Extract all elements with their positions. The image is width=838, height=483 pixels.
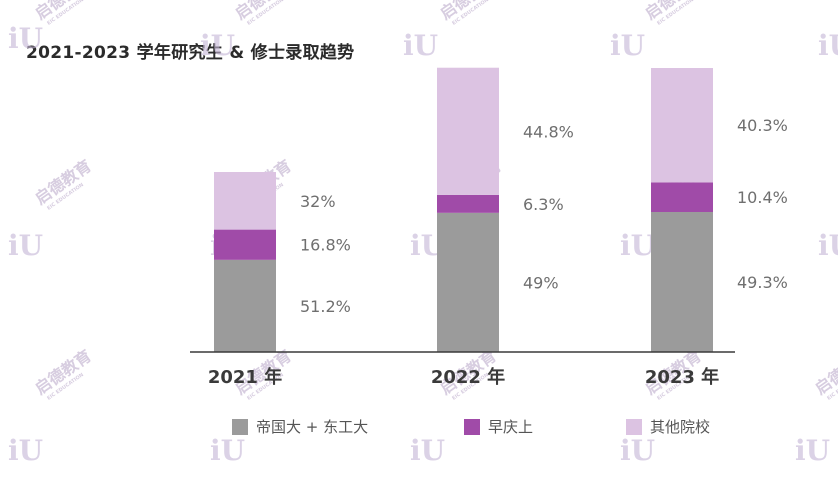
bars-group [214,67,713,352]
watermark-logo: iU [8,22,43,55]
bar-segment [437,194,499,213]
watermark-logo: iU [818,29,838,62]
data-label: 40.3% [737,116,788,135]
legend-swatch [626,419,642,435]
legend-label: 其他院校 [650,418,710,436]
watermark-logo: iU [403,29,438,62]
legend-swatch [464,419,480,435]
watermark-logo: iU [620,229,655,262]
data-label: 44.8% [523,122,574,141]
watermark-logo: iU [8,229,43,262]
data-label: 49.3% [737,273,788,292]
watermark-logo: iU [8,434,43,467]
chart-title: 2021-2023 学年研究生 & 修士录取趋势 [26,43,355,63]
watermark-logo: iU [610,29,645,62]
watermark-logo: iU [200,29,235,62]
data-labels-group: 51.2% 16.8% 32% 49% 6.3% 44.8% 49.3% 10.4% 40.3% [300,116,788,316]
legend-swatch [232,419,248,435]
data-label: 16.8% [300,236,351,255]
bar-segment [651,182,713,212]
legend-label: 早庆上 [488,418,533,436]
watermark-logo: iU [210,434,245,467]
legend-label: 帝国大 + 东工大 [256,418,368,436]
bar-segment [651,211,713,352]
data-label: 49% [523,273,559,292]
watermark-logo: iU [818,229,838,262]
data-label: 10.4% [737,188,788,207]
x-tick-labels: 2021 年 2022 年 2023 年 [208,366,719,388]
bar-segment [214,172,276,230]
x-tick-label: 2023 年 [645,366,719,388]
data-label: 32% [300,192,336,211]
watermark-logo: iU [620,434,655,467]
bar-segment [214,229,276,260]
data-label: 6.3% [523,195,564,214]
watermark-logo: iU [795,434,830,467]
watermark-logo: iU [410,434,445,467]
legend: 帝国大 + 东工大 早庆上 其他院校 [232,418,710,436]
bar-segment [437,212,499,352]
x-tick-label: 2021 年 [208,366,282,388]
x-tick-label: 2022 年 [431,366,505,388]
bar-segment [437,67,499,195]
bar-segment [214,259,276,352]
data-label: 51.2% [300,297,351,316]
bar-segment [651,68,713,183]
